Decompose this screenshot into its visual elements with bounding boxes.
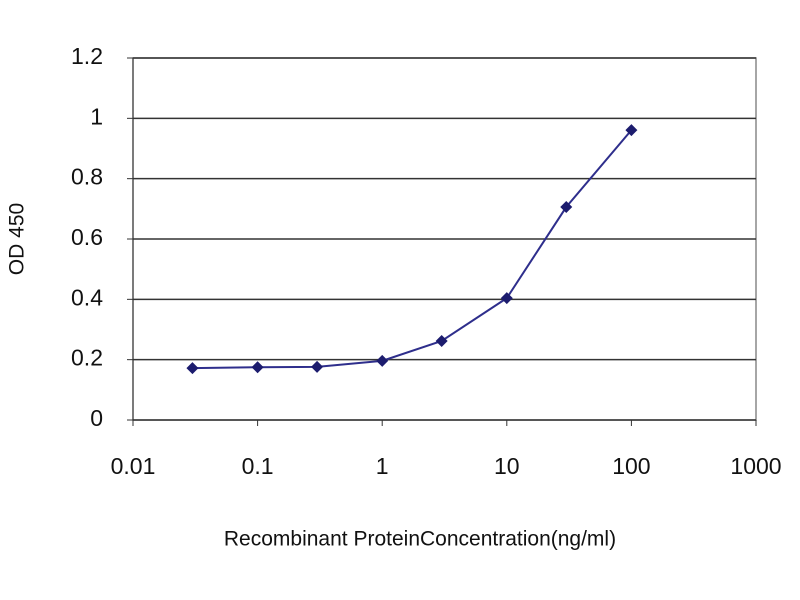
y-tick-label: 0.8 (71, 164, 103, 190)
y-tick-label: 1.2 (71, 43, 103, 69)
data-point (560, 201, 573, 214)
y-tick-label: 1 (90, 103, 103, 129)
data-point (500, 292, 513, 305)
y-axis-title: OD 450 (6, 203, 29, 275)
data-point (251, 361, 264, 374)
data-point (186, 362, 199, 375)
x-tick-label: 1000 (730, 453, 781, 479)
data-point (311, 360, 324, 373)
y-tick-label: 0 (90, 405, 103, 431)
x-tick-label: 0.01 (111, 453, 156, 479)
y-tick-label: 0.6 (71, 224, 103, 250)
x-axis-title: Recombinant ProteinConcentration(ng/ml) (224, 528, 616, 551)
x-tick-label: 1 (376, 453, 389, 479)
data-point (376, 354, 389, 367)
data-point (435, 334, 448, 347)
x-tick-label: 10 (494, 453, 520, 479)
y-tick-label: 0.4 (71, 284, 103, 310)
data-point (625, 124, 638, 137)
y-tick-label: 0.2 (71, 345, 103, 371)
data-line (192, 129, 633, 370)
x-tick-label: 100 (612, 453, 650, 479)
x-tick-label: 0.1 (242, 453, 274, 479)
